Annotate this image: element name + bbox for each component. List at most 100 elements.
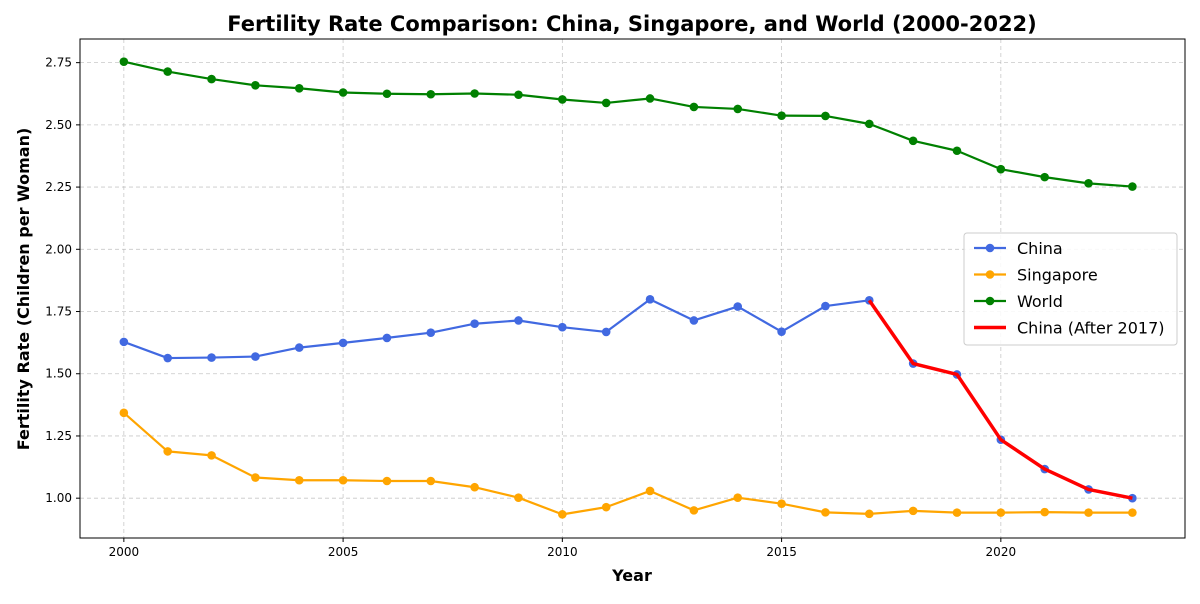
data-point-world — [645, 94, 655, 103]
data-point-singapore — [1084, 508, 1093, 517]
data-point-singapore — [207, 451, 216, 460]
legend-marker — [985, 296, 995, 306]
data-point-singapore — [908, 506, 918, 516]
series-line-world — [123, 60, 1133, 188]
data-point-world — [426, 89, 436, 99]
data-point-china — [821, 301, 830, 311]
data-point-world — [338, 88, 348, 97]
legend-label: Singapore — [1017, 266, 1098, 285]
y-tick-label: 2.75 — [45, 56, 72, 70]
legend-item-world: World — [974, 292, 1063, 311]
data-point-china — [207, 353, 216, 362]
data-point-china — [558, 322, 567, 332]
data-point-singapore — [952, 508, 962, 517]
series-world — [119, 57, 1137, 191]
data-point-singapore — [601, 502, 611, 512]
plot-area-frame — [79, 38, 1186, 539]
x-tick-label: 2015 — [766, 545, 797, 559]
data-point-world — [908, 136, 918, 146]
data-point-world — [207, 74, 216, 84]
data-point-singapore — [470, 482, 479, 492]
legend-item-china-after-2017: China (After 2017) — [974, 319, 1165, 338]
data-point-singapore — [996, 508, 1006, 517]
data-point-singapore — [119, 408, 129, 418]
data-point-world — [1084, 179, 1093, 188]
data-point-singapore — [733, 493, 743, 502]
data-point-china — [645, 295, 655, 304]
series-line-singapore — [123, 411, 1133, 516]
data-point-singapore — [645, 486, 655, 496]
data-point-singapore — [294, 475, 304, 485]
data-point-china — [338, 338, 348, 348]
legend-item-singapore: Singapore — [974, 266, 1098, 285]
data-point-world — [821, 111, 830, 121]
data-point-singapore — [864, 509, 874, 519]
data-point-singapore — [1128, 508, 1137, 517]
data-point-world — [996, 164, 1006, 174]
data-point-singapore — [426, 476, 436, 486]
y-tick-label: 1.50 — [45, 367, 72, 381]
x-axis-label: Year — [611, 566, 652, 585]
data-point-china — [601, 327, 611, 337]
data-point-singapore — [338, 475, 348, 485]
y-tick-label: 1.00 — [45, 491, 72, 505]
legend-marker — [985, 270, 995, 279]
data-point-singapore — [821, 508, 830, 517]
x-tick-label: 2020 — [986, 545, 1017, 559]
data-point-china — [294, 343, 304, 352]
data-point-world — [952, 146, 962, 156]
data-point-china — [470, 319, 479, 329]
data-point-singapore — [251, 473, 260, 482]
data-point-singapore — [382, 476, 392, 486]
data-point-singapore — [163, 447, 172, 456]
data-point-world — [470, 89, 479, 98]
data-point-singapore — [1040, 507, 1049, 517]
data-point-world — [864, 119, 874, 129]
data-point-world — [601, 98, 611, 108]
data-point-china — [733, 302, 743, 311]
data-point-world — [514, 90, 523, 100]
data-point-china — [163, 353, 172, 363]
y-tick-label: 2.00 — [45, 242, 72, 256]
data-point-world — [1128, 182, 1137, 191]
data-point-world — [777, 111, 786, 120]
data-point-world — [1040, 172, 1049, 182]
y-tick-label: 1.75 — [45, 305, 72, 319]
series-line-china-after-2017 — [867, 299, 1133, 500]
legend-label: China (After 2017) — [1017, 319, 1165, 338]
legend: China Singapore World China (After 2017) — [963, 232, 1178, 346]
data-point-world — [119, 57, 129, 66]
y-tick-label: 2.50 — [45, 118, 72, 132]
chart-title: Fertility Rate Comparison: China, Singap… — [227, 12, 1037, 36]
data-point-china — [689, 316, 699, 325]
x-tick-label: 2005 — [328, 545, 359, 559]
series-china-after-2017 — [867, 299, 1133, 500]
x-tick-label: 2000 — [109, 545, 140, 559]
legend-item-china: China — [974, 239, 1063, 258]
series-singapore — [119, 408, 1137, 519]
data-point-world — [558, 95, 567, 104]
legend-marker — [985, 243, 995, 253]
data-point-singapore — [689, 506, 699, 515]
data-point-world — [382, 89, 392, 99]
data-point-world — [733, 104, 743, 114]
data-point-singapore — [558, 510, 567, 519]
series-layer — [119, 57, 1137, 519]
data-point-china — [119, 337, 129, 347]
data-point-singapore — [514, 493, 523, 502]
data-point-world — [163, 67, 172, 76]
data-point-china — [514, 316, 523, 325]
data-point-world — [689, 102, 699, 112]
legend-label: World — [1017, 292, 1063, 311]
data-point-china — [777, 327, 786, 336]
data-point-china — [251, 352, 260, 361]
data-point-china — [382, 333, 392, 343]
axis-ticks: 2000 2005 2010 2015 2020 1.00 1.25 1.50 1.75 2.00… — [45, 56, 1016, 559]
y-tick-label: 2.25 — [45, 180, 72, 194]
data-point-world — [294, 83, 304, 93]
data-point-china — [426, 328, 436, 337]
y-axis-label: Fertility Rate (Children per Woman) — [14, 128, 33, 451]
legend-box — [963, 232, 1178, 346]
